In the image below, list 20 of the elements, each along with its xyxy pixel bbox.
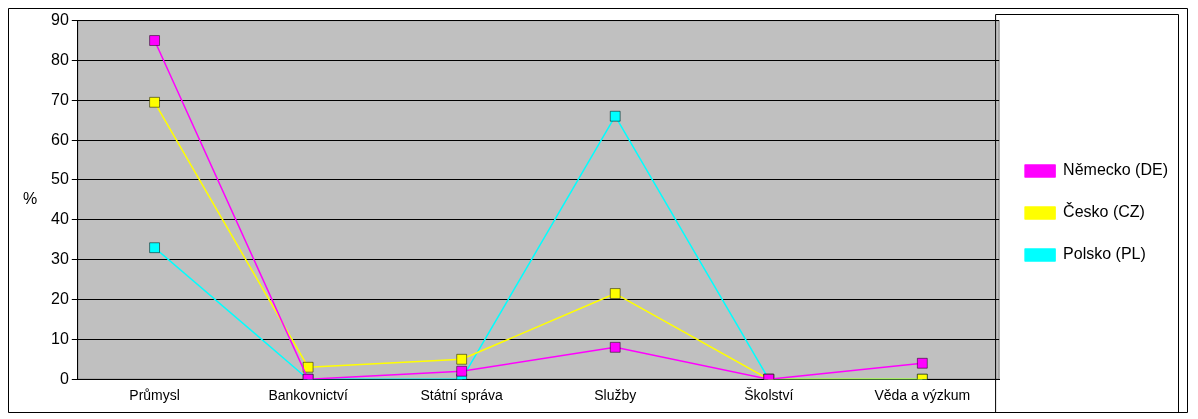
y-tick-label: 30	[51, 250, 69, 268]
x-tick-label: Průmysl	[129, 387, 180, 404]
y-tick-label: 20	[51, 289, 69, 307]
x-tick-label: Věda a výzkum	[874, 387, 971, 404]
y-tick-label: 0	[59, 369, 69, 387]
y-tick-label: 90	[51, 11, 69, 29]
y-tick-label: 40	[51, 210, 69, 228]
legend-label: Německo (DE)	[1063, 161, 1168, 179]
legend-label: Česko (CZ)	[1063, 202, 1145, 221]
x-tick-label: Bankovnictví	[268, 387, 348, 404]
y-axis-title: %	[22, 190, 38, 208]
y-tick-label: 60	[51, 130, 69, 148]
y-tick-label: 70	[51, 90, 69, 108]
x-tick-label: Státní správa	[420, 387, 504, 404]
y-tick-label: 50	[51, 170, 69, 188]
x-tick-label: Služby	[594, 387, 637, 404]
legend-label: Polsko (PL)	[1063, 245, 1146, 263]
x-tick-label: Školství	[744, 387, 794, 404]
y-tick-label: 80	[51, 50, 69, 68]
y-tick-label: 10	[51, 329, 69, 347]
